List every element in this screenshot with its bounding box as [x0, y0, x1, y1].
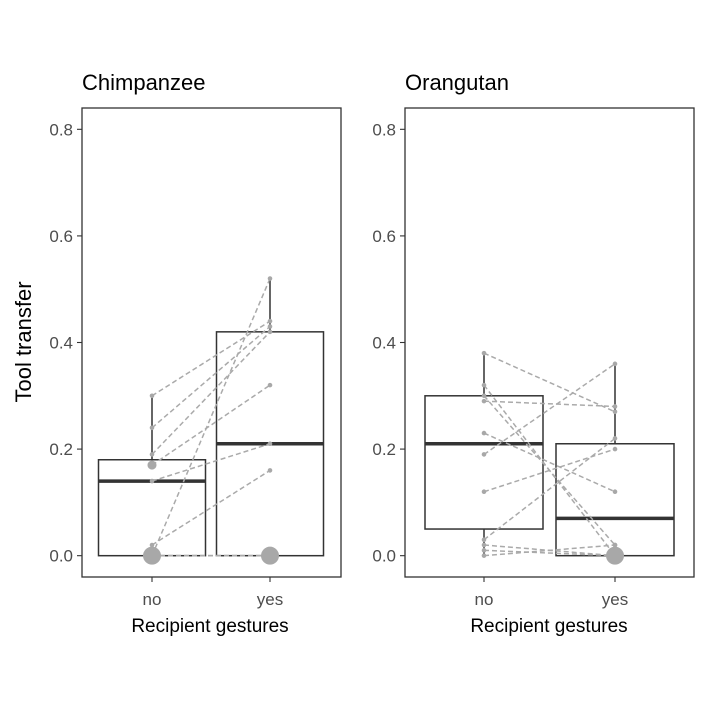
data-point: [481, 393, 487, 399]
data-point: [267, 468, 273, 473]
data-point: [267, 329, 273, 335]
paired-line: [483, 432, 616, 493]
data-point: [612, 489, 618, 495]
box-no: [424, 395, 544, 530]
panel-title: Orangutan: [405, 70, 509, 95]
overlap-point: [143, 546, 161, 565]
x-tick-label: yes: [602, 590, 628, 609]
data-point: [481, 548, 487, 553]
panel-border: [404, 107, 695, 578]
paired-line: [483, 400, 616, 408]
paired-line: [483, 437, 616, 541]
data-point: [481, 553, 487, 558]
data-point: [267, 276, 273, 281]
data-point: [612, 446, 618, 452]
data-point: [149, 452, 155, 457]
data-point: [481, 382, 487, 388]
data-point: [149, 425, 155, 431]
paired-line: [151, 384, 271, 466]
paired-line: [483, 363, 616, 456]
x-tick-label: no: [475, 590, 494, 609]
paired-line: [151, 325, 271, 429]
paired-line: [151, 469, 271, 546]
paired-line: [483, 549, 616, 557]
y-tick-label: 0.2: [49, 440, 73, 459]
panel-title: Chimpanzee: [82, 70, 206, 95]
data-point: [481, 489, 487, 495]
y-tick-label: 0.0: [372, 547, 396, 566]
panel-orangutan: Orangutan Recipient gestures 0.0 0.2 0.4 0.…: [372, 70, 695, 637]
paired-line: [483, 544, 616, 557]
y-tick-label: 0.2: [372, 440, 396, 459]
data-point: [481, 542, 487, 548]
paired-line: [151, 320, 271, 397]
paired-line: [151, 331, 271, 455]
paired-line: [483, 352, 616, 413]
data-point: [267, 324, 273, 329]
panel-chimpanzee: Chimpanzee Recipient gestures 0.0 0.2 0.4 0…: [49, 70, 342, 637]
y-tick-label: 0.0: [49, 547, 73, 566]
data-point: [612, 542, 618, 548]
box-no: [97, 459, 207, 557]
data-point: [267, 441, 273, 447]
data-point: [267, 318, 273, 324]
data-point: [149, 478, 155, 484]
box-yes: [555, 443, 675, 557]
data-point: [612, 436, 618, 441]
y-tick-label: 0.6: [372, 227, 396, 246]
y-tick-label: 0.8: [372, 120, 396, 139]
x-tick-label: yes: [257, 590, 283, 609]
data-point: [149, 542, 155, 548]
y-tick-label: 0.4: [372, 334, 396, 353]
y-tick-label: 0.8: [49, 120, 73, 139]
data-point: [481, 430, 487, 436]
data-point: [481, 350, 487, 356]
panel-border: [81, 107, 342, 578]
overlap-point: [606, 546, 624, 565]
outlier-point: [147, 460, 157, 470]
data-point: [612, 404, 618, 409]
x-axis-label: Recipient gestures: [470, 616, 627, 637]
data-point: [267, 382, 273, 388]
data-point: [481, 452, 487, 457]
x-tick-label: no: [143, 590, 162, 609]
data-point: [612, 361, 618, 367]
data-point: [481, 398, 487, 404]
y-tick-label: 0.4: [49, 334, 73, 353]
x-axis-label: Recipient gestures: [131, 616, 288, 637]
paired-line: [151, 278, 271, 556]
overlap-point: [261, 546, 279, 565]
paired-line: [483, 448, 616, 493]
y-tick-label: 0.6: [49, 227, 73, 246]
y-axis-label: Tool transfer: [11, 281, 36, 402]
data-point: [149, 393, 155, 399]
paired-line: [151, 443, 271, 482]
data-point: [612, 409, 618, 415]
data-point: [481, 537, 487, 542]
